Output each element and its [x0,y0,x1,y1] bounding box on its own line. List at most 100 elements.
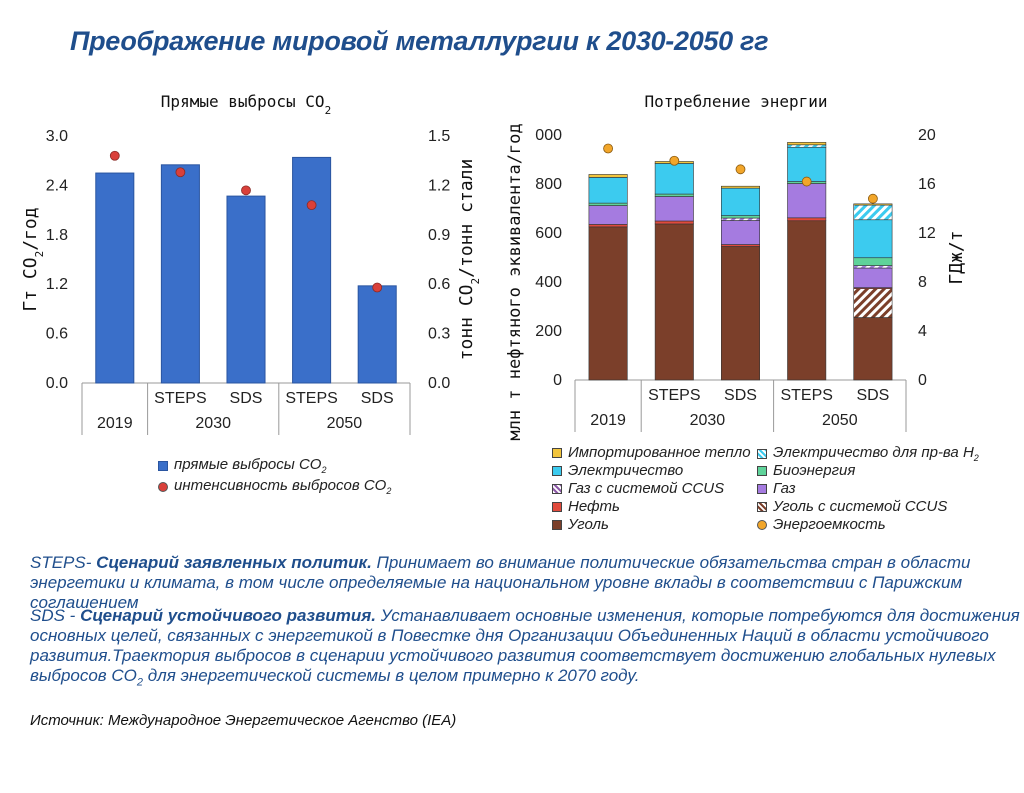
legend-swatch [552,447,562,458]
legend-label: Уголь с системой CCUS [773,498,948,515]
stack-segment [721,217,760,221]
y2-tick-label: 0.0 [428,375,450,392]
chart-title: Прямые выбросы CO2 [161,92,331,117]
sds-note: SDS - Сценарий устойчивого развития. Уст… [30,606,1020,692]
stack-segment [853,257,893,266]
x-group-label: 2030 [195,415,231,432]
energy-intensity-point [603,143,613,154]
y-axis-label: млн т нефтяного эквивалента/год [505,123,525,440]
y-tick-label: 0.0 [46,375,68,392]
legend-item-direct-emissions: прямые выбросы CO2 [158,456,326,475]
legend-item-coal: Уголь [552,516,609,533]
legend-label: Газ с системой CCUS [568,480,725,497]
legend-item-gas-ccus: Газ с системой CCUS [552,480,724,497]
legend-item-electricity: Электричество [552,462,683,479]
intensity-point [372,282,383,293]
steps-text: Принимает во внимание политические обяза… [30,553,971,612]
y2-tick-label: 0 [918,372,927,389]
stack-segment [654,193,694,197]
legend-swatch [552,483,562,494]
stack-segment [853,219,893,259]
intensity-point [109,150,120,161]
emission-bar [95,172,135,384]
y-tick-label: 0.6 [46,326,68,343]
stack-segment [588,202,628,206]
legend-swatch [552,465,562,476]
stack-segment [721,185,760,189]
legend-dot [757,519,767,530]
steps-prefix: STEPS- [30,553,97,572]
legend-label: Газ [773,480,796,497]
x-category-label: STEPS [648,387,700,404]
sds-prefix: SDS - [30,606,81,625]
legend-label: интенсивность выбросов CO2 [174,477,392,496]
stack-segment [787,146,827,182]
legend-item-oil: Нефть [552,498,620,515]
energy-intensity-point [735,164,746,175]
stack-segment [721,246,760,381]
y-tick-label: 600 [535,225,562,242]
y-tick-label: 3.0 [46,128,68,145]
y2-tick-label: 0.9 [428,227,450,244]
energy-legend: Импортированное тепло Электричество Газ … [552,444,1012,536]
stack-segment [654,220,694,225]
y2-tick-label: 12 [918,225,936,242]
source-note: Источник: Международное Энергетическое А… [30,712,457,729]
legend-item-gas: Газ [757,480,796,497]
stack-segment [588,224,628,228]
legend-label: Энергоемкость [773,516,886,533]
stack-segment [588,177,628,204]
y2-tick-label: 8 [918,274,927,291]
x-category-label: STEPS [780,387,832,404]
stack-segment [853,267,893,288]
legend-swatch [757,501,767,512]
legend-label: Электричество [568,462,684,479]
x-category-label: STEPS [285,390,337,407]
stack-segment [787,183,827,219]
y-tick-label: 1.2 [46,276,68,293]
x-group-label: 2030 [690,412,726,429]
energy-intensity-point [801,176,812,187]
stack-segment [654,223,694,381]
y-tick-label: 1.8 [46,227,68,244]
y-tick-label: 800 [535,176,562,193]
x-category-label: SDS [856,387,889,404]
legend-swatch [757,448,767,459]
stack-segment [787,144,827,148]
emission-bar [292,156,332,384]
legend-item-imported-heat: Импортированное тепло [552,444,751,461]
x-category-label: STEPS [154,390,206,407]
stack-segment [853,317,893,381]
sds-sub: 2 [136,676,144,689]
legend-item-electricity-h2: Электричество для пр-ва H2 [757,444,979,463]
y2-tick-label: 4 [918,323,927,340]
stack-segment [853,203,893,206]
steps-bold: Сценарий заявленных политик. [96,553,372,572]
y2-tick-label: 0.6 [428,276,450,293]
emission-bar [160,164,200,384]
stack-segment [654,196,694,222]
y-axis-label: Гт CO2/год [20,207,46,311]
y2-tick-label: 0.3 [428,326,450,343]
legend-item-emission-intensity: интенсивность выбросов CO2 [158,477,391,496]
energy-intensity-point [669,155,680,166]
sds-text: Устанавливает основные изменения, которы… [30,606,1020,685]
legend-label: прямые выбросы CO2 [174,456,327,475]
x-category-label: SDS [230,390,263,407]
y2-tick-label: 20 [918,127,936,144]
sds-tail: для энергетической системы в целом приме… [143,666,640,685]
stack-segment [588,226,628,381]
stack-segment [787,142,827,146]
stack-segment [721,215,760,219]
emissions-legend: прямые выбросы CO2 интенсивность выбросо… [158,456,418,496]
y-tick-label: 2.4 [46,177,68,194]
stack-segment [853,265,893,269]
page-title: Преображение мировой металлургии к 2030-… [70,26,769,56]
x-group-label: 2019 [590,412,626,429]
emission-bar [357,285,397,384]
legend-label: Нефть [568,498,620,515]
sds-bold: Сценарий устойчивого развития. [80,606,376,625]
y2-axis-label: тонн CO2/тонн стали [456,159,482,361]
legend-item-coal-ccus: Уголь с системой CCUS [757,498,947,515]
emission-bar [226,195,266,384]
